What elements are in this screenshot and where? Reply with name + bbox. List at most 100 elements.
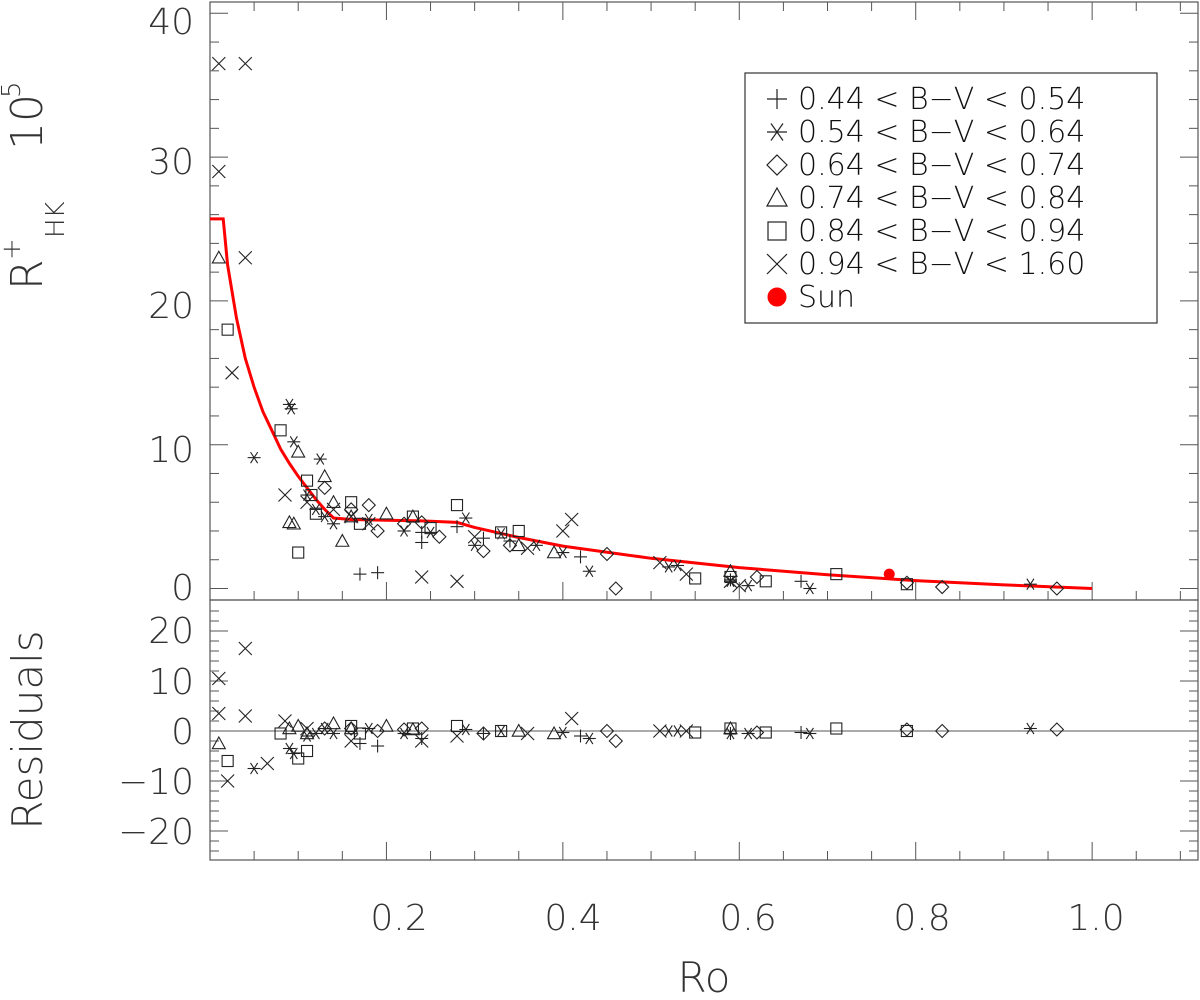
top-point-diamond <box>432 529 447 545</box>
top-point-square <box>353 517 367 530</box>
residual-point-diamond <box>370 723 385 739</box>
residual-point-square <box>495 724 508 738</box>
residual-point-cross <box>414 734 429 748</box>
top-point-cross <box>679 567 694 582</box>
top-point-square <box>309 507 322 520</box>
legend-marker-cross <box>766 253 788 275</box>
y-axis-label-sub: HK <box>41 201 71 238</box>
top-point-square <box>900 578 913 591</box>
y-tick-label-top-40: 40 <box>148 2 194 43</box>
residual-point-triangle <box>290 718 306 732</box>
top-point-diamond <box>317 480 332 496</box>
y-axis-label-sup: + <box>0 238 27 260</box>
top-point-triangle <box>290 444 306 458</box>
residual-point-triangle <box>546 725 562 740</box>
legend-marker-triangle <box>765 186 789 207</box>
residual-point-plus <box>476 727 490 740</box>
top-point-diamond <box>414 515 429 530</box>
residual-point-cross <box>211 671 226 686</box>
residual-point-square <box>274 727 287 740</box>
residual-point-asterisk <box>741 727 755 740</box>
residual-point-square <box>759 726 772 739</box>
y-tick-label-bottom-10: 10 <box>148 662 194 703</box>
top-point-square <box>495 526 508 539</box>
top-point-triangle <box>546 544 562 559</box>
x-tick-label-1.0: 1.0 <box>1067 898 1124 939</box>
top-point-square <box>345 496 358 509</box>
top-point-asterisk <box>287 436 301 448</box>
top-point-triangle <box>286 516 302 530</box>
top-point-asterisk <box>671 559 685 572</box>
residual-point-cross <box>450 729 464 743</box>
residual-point-cross <box>220 774 235 788</box>
y-axis-label-top: R + HK 10 5 <box>0 81 71 290</box>
top-point-square <box>300 474 314 487</box>
y-tick-label-bottom-neg10: −10 <box>118 762 194 803</box>
legend: 0.44 < B−V < 0.54 0.54 < B−V < 0.64 0.64… <box>744 72 1158 324</box>
y-tick-label-top-0: 0 <box>171 568 194 609</box>
residual-point-asterisk <box>556 726 570 739</box>
top-point-cross <box>467 529 482 544</box>
y-tick-label-bottom-0: 0 <box>171 712 194 753</box>
ticks-layer <box>210 2 1198 860</box>
top-point-asterisk <box>313 453 327 465</box>
top-point-diamond <box>599 546 615 562</box>
top-point-triangle <box>511 537 527 552</box>
top-point-square <box>292 546 305 559</box>
residual-point-square <box>450 719 464 733</box>
residual-point-asterisk <box>247 762 261 775</box>
top-point-cross <box>520 541 535 556</box>
residual-point-asterisk <box>327 727 340 740</box>
y-tick-label-bottom-20: 20 <box>148 611 194 652</box>
residual-point-diamond <box>608 733 624 749</box>
top-point-square <box>689 572 702 585</box>
legend-label-1: 0.54 < B−V < 0.64 <box>798 115 1085 150</box>
y-axis-label-factor: 10 <box>2 94 53 150</box>
top-point-cross <box>732 578 747 593</box>
top-point-cross <box>344 509 359 524</box>
residual-point-diamond <box>343 721 359 736</box>
y-tick-label-top-30: 30 <box>148 142 194 183</box>
x-axis-label: Ro <box>678 953 731 1000</box>
top-point-asterisk <box>1023 578 1037 591</box>
residual-point-cross <box>520 726 535 741</box>
legend-label-2: 0.64 < B−V < 0.74 <box>798 148 1085 183</box>
top-point-plus <box>450 520 464 534</box>
legend-marker-plus <box>767 89 787 109</box>
legend-label-5: 0.94 < B−V < 1.60 <box>798 247 1085 282</box>
top-point-square <box>274 424 287 437</box>
residual-point-asterisk <box>282 742 296 755</box>
residual-point-plus <box>371 739 385 753</box>
top-point-plus <box>503 534 517 548</box>
residual-point-plus <box>574 729 587 743</box>
residual-point-square <box>724 722 737 735</box>
y-tick-label-top-20: 20 <box>148 286 194 327</box>
residual-point-triangle <box>326 715 341 730</box>
residual-point-asterisk <box>582 732 596 745</box>
residual-point-cross <box>211 706 226 721</box>
residual-point-diamond <box>414 721 429 736</box>
residual-point-asterisk <box>671 725 685 737</box>
top-point-asterisk <box>247 451 261 464</box>
top-point-diamond <box>749 569 765 585</box>
y-axis-label-main: R <box>2 259 53 290</box>
top-point-square <box>424 522 437 535</box>
x-tick-label-0.2: 0.2 <box>370 898 427 939</box>
legend-marker-diamond <box>766 154 788 176</box>
residual-point-diamond <box>934 723 950 739</box>
residual-point-cross <box>679 724 694 738</box>
residual-point-triangle <box>405 721 421 736</box>
top-point-asterisk <box>327 517 340 530</box>
legend-label-0: 0.44 < B−V < 0.54 <box>798 82 1085 117</box>
top-point-asterisk <box>318 510 332 523</box>
legend-marker-square <box>767 221 787 241</box>
residual-point-diamond <box>317 721 332 736</box>
top-point-triangle <box>317 468 333 483</box>
top-point-plus <box>353 567 367 581</box>
y-tick-label-top-10: 10 <box>148 430 194 471</box>
x-tick-label-0.6: 0.6 <box>719 898 776 939</box>
residual-point-diamond <box>476 726 491 741</box>
residual-point-square <box>353 727 367 740</box>
residual-point-cross <box>278 714 292 728</box>
